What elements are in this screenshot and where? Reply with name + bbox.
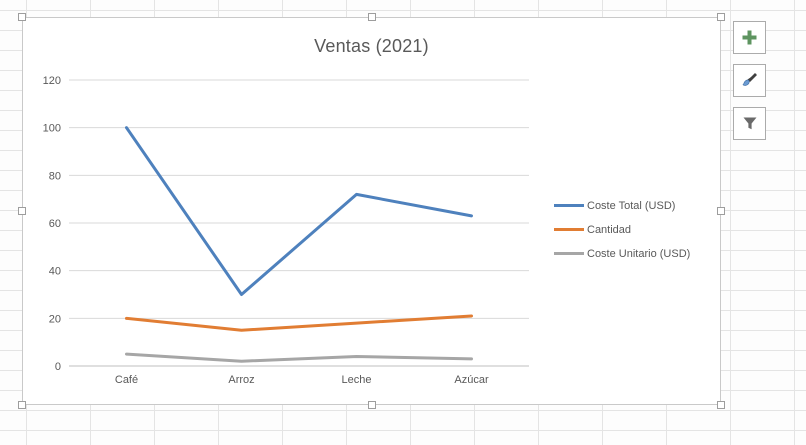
legend-swatch: [554, 252, 584, 255]
plus-icon: [742, 30, 757, 45]
chart-object[interactable]: Ventas (2021) 0 20 40 60 80 100 120 Café Arroz Le…: [18, 13, 725, 409]
chart-filters-button[interactable]: [733, 107, 766, 140]
selection-handle[interactable]: [717, 401, 725, 409]
selection-handle[interactable]: [18, 207, 26, 215]
y-tick-label[interactable]: 60: [49, 218, 61, 230]
paintbrush-icon: [742, 73, 757, 86]
funnel-icon: [743, 117, 756, 130]
series-line[interactable]: [125, 352, 473, 363]
legend-swatch: [554, 204, 584, 207]
series-line[interactable]: [125, 126, 473, 296]
plot-area[interactable]: 0 20 40 60 80 100 120 Café Arroz Leche Azúcar: [23, 18, 722, 406]
x-category-label[interactable]: Azúcar: [454, 374, 489, 386]
selection-handle[interactable]: [717, 13, 725, 21]
legend-entry[interactable]: Coste Total (USD): [554, 198, 719, 213]
y-tick-label[interactable]: 100: [43, 123, 61, 135]
chart-title[interactable]: Ventas (2021): [314, 36, 429, 56]
chart-legend[interactable]: Coste Total (USD) Cantidad Coste Unitario …: [554, 198, 719, 261]
legend-label: Coste Unitario (USD): [587, 247, 691, 260]
y-tick-label[interactable]: 40: [49, 266, 61, 278]
selection-handle[interactable]: [367, 13, 376, 21]
selection-handle[interactable]: [18, 13, 26, 21]
series-line[interactable]: [125, 314, 473, 332]
x-category-label[interactable]: Leche: [342, 374, 372, 386]
selection-handle[interactable]: [367, 401, 376, 409]
y-tick-label[interactable]: 0: [55, 361, 61, 373]
selection-handle[interactable]: [18, 401, 26, 409]
chart-elements-button[interactable]: [733, 21, 766, 54]
y-tick-label[interactable]: 80: [49, 170, 61, 182]
chart-styles-button[interactable]: [733, 64, 766, 97]
legend-label: Cantidad: [587, 223, 632, 236]
legend-swatch: [554, 228, 584, 231]
x-category-label[interactable]: Café: [115, 374, 138, 386]
legend-entry[interactable]: Cantidad: [554, 222, 719, 237]
selection-handle[interactable]: [717, 207, 725, 215]
y-tick-label[interactable]: 20: [49, 313, 61, 325]
x-category-label[interactable]: Arroz: [228, 374, 254, 386]
legend-entry[interactable]: Coste Unitario (USD): [554, 246, 719, 261]
y-tick-label[interactable]: 120: [43, 75, 61, 87]
legend-label: Coste Total (USD): [587, 199, 676, 212]
